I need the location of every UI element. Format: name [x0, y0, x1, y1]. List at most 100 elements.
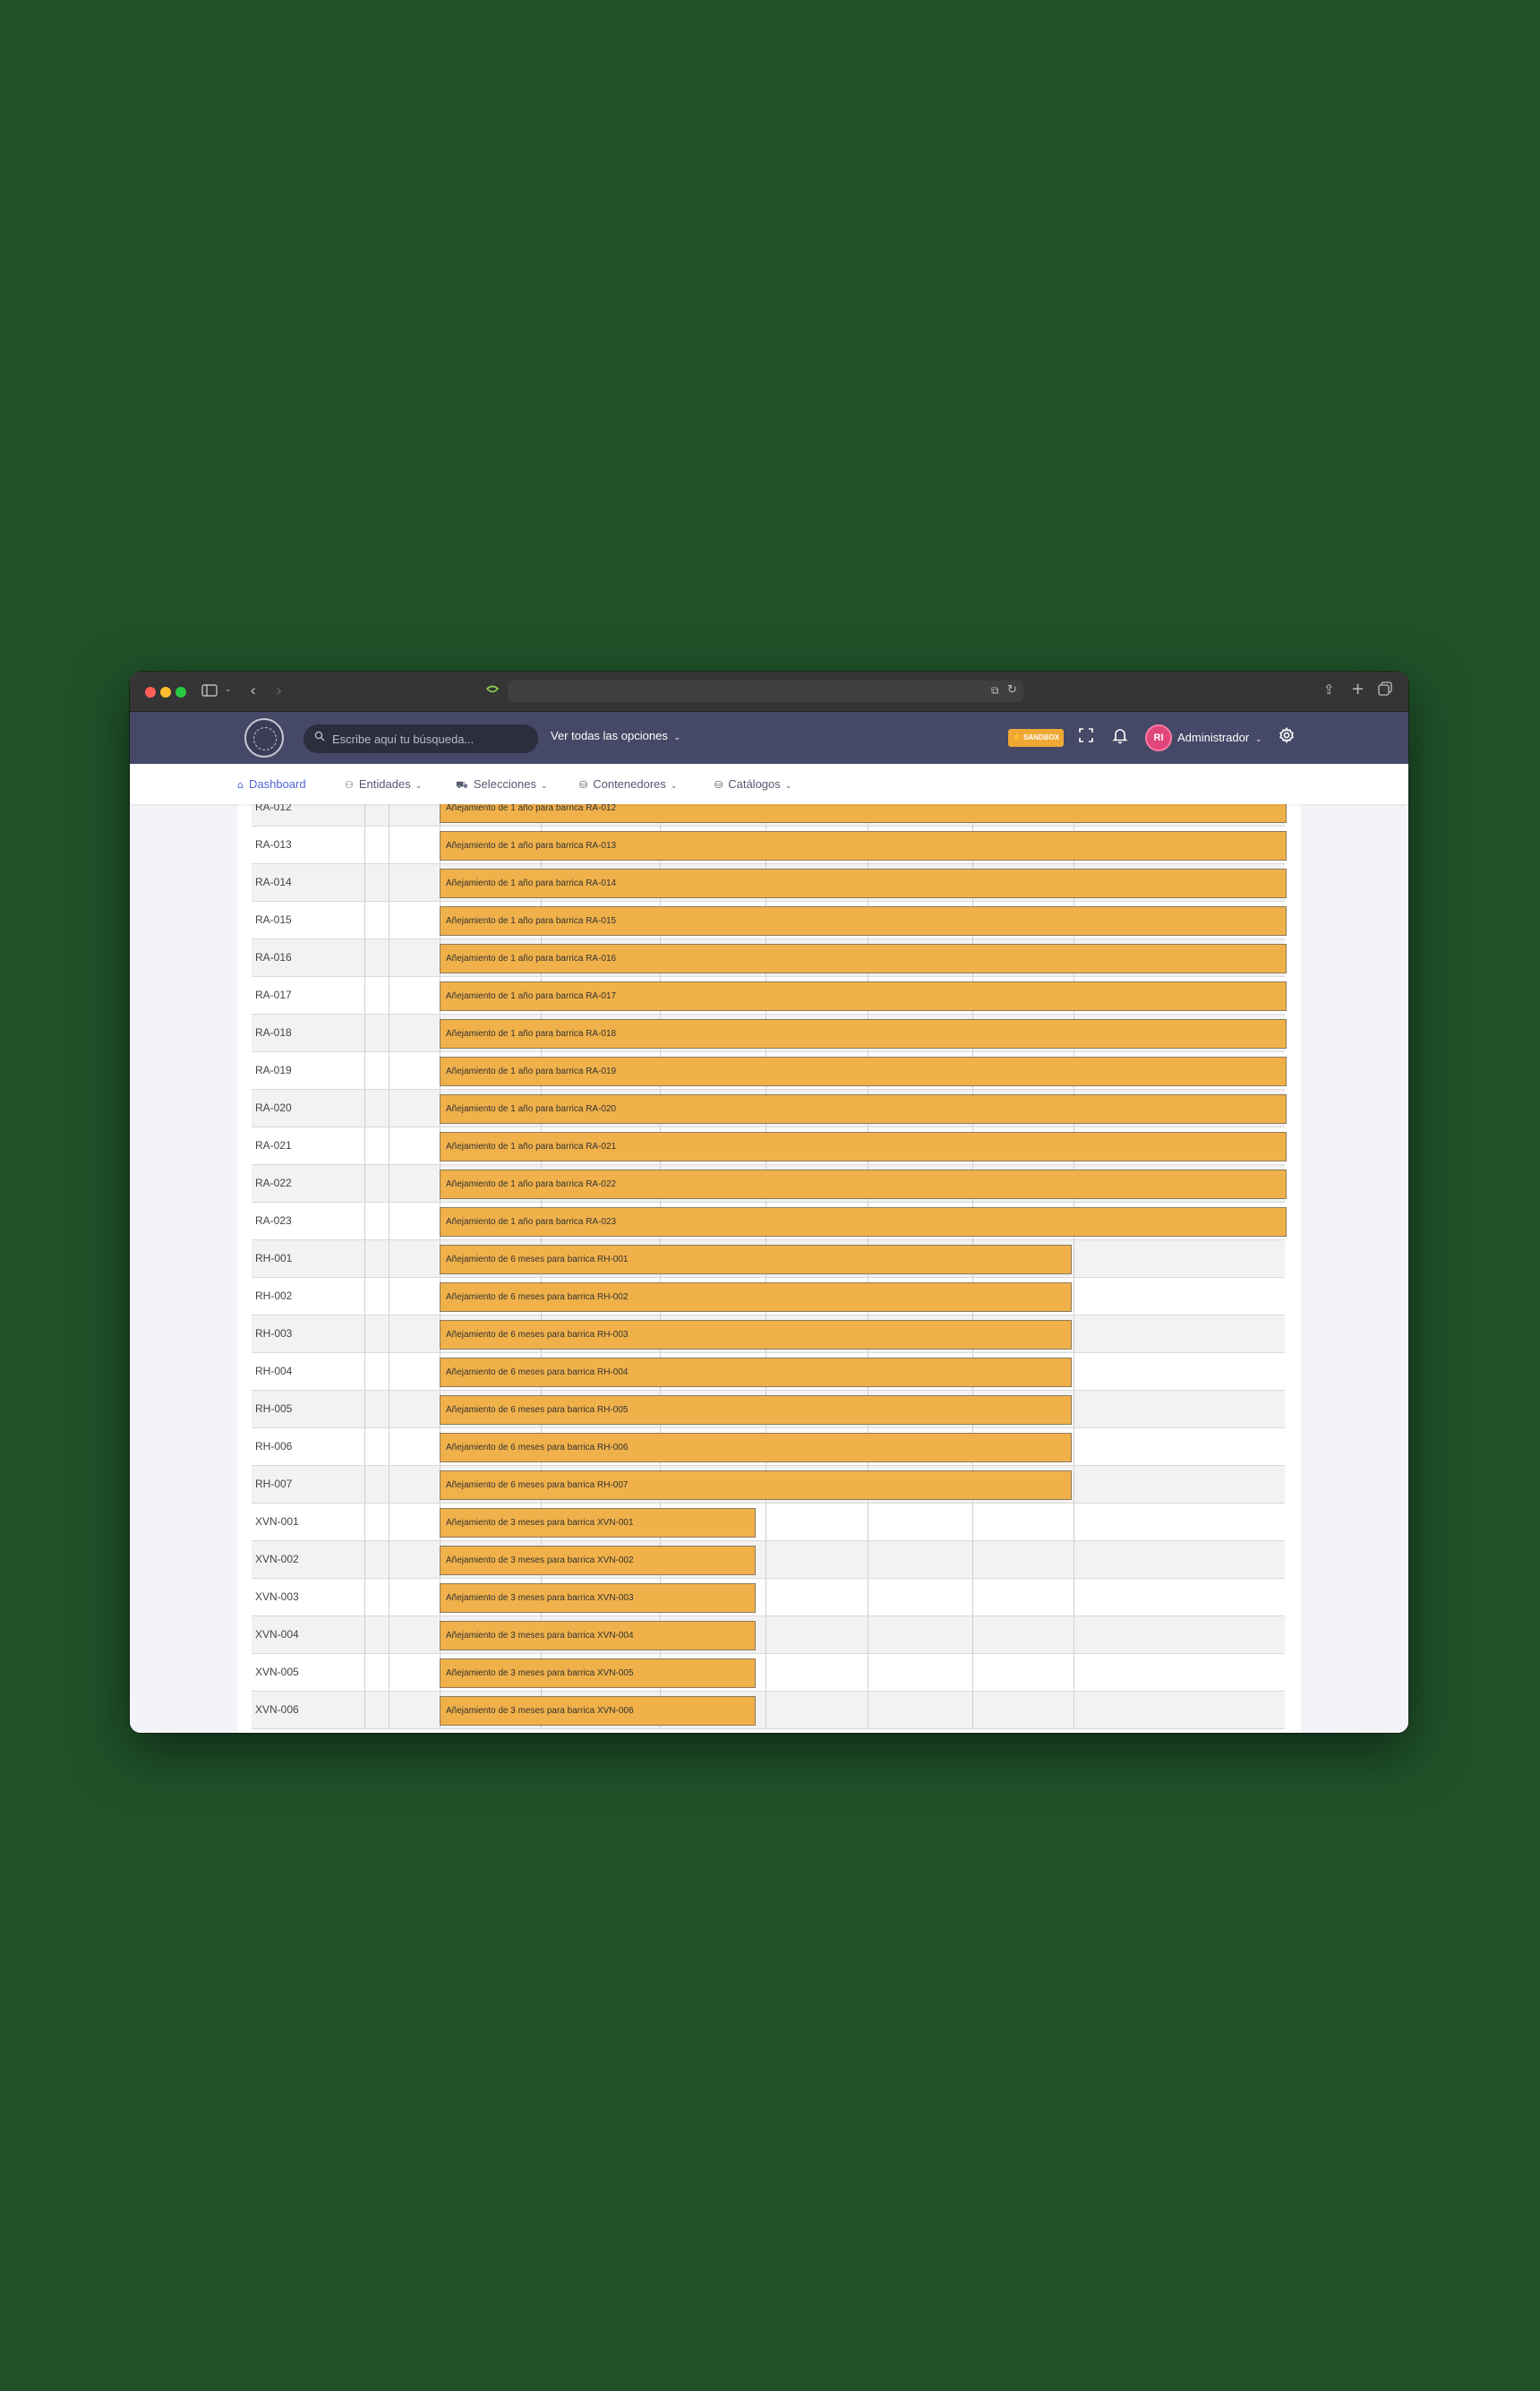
chevron-down-icon: ⌄	[415, 781, 423, 790]
translate-icon[interactable]: ⧉	[991, 684, 999, 697]
timeline-cell	[766, 1541, 868, 1578]
logo[interactable]	[244, 718, 284, 758]
timeline-cell	[389, 1127, 440, 1164]
timeline-cell	[868, 1504, 972, 1540]
timeline-cell	[364, 1203, 389, 1239]
nav-catalogos[interactable]: ⛁ Catálogos ⌄	[714, 777, 791, 791]
task-bar[interactable]: Añejamiento de 1 año para barrica RA-022	[440, 1170, 1287, 1199]
main-nav: ⌂ Dashboard ⚇ Entidades ⌄ ⛟ Selecciones ⌄ ⛁ Co…	[130, 764, 1408, 804]
row-label-text: XVN-004	[255, 1628, 299, 1641]
shield-icon	[485, 683, 500, 700]
nav-contenedores[interactable]: ⛁ Contenedores ⌄	[579, 777, 677, 791]
task-bar[interactable]: Añejamiento de 1 año para barrica RA-013	[440, 831, 1287, 861]
row-label: RA-021	[252, 1127, 364, 1164]
fullscreen-icon[interactable]	[1077, 726, 1099, 748]
row-label: XVN-004	[252, 1616, 364, 1653]
task-bar[interactable]: Añejamiento de 3 meses para barrica XVN-…	[440, 1696, 756, 1726]
avatar[interactable]: RI	[1145, 724, 1172, 751]
ver-todas-dropdown[interactable]: Ver todas las opciones ⌄	[551, 729, 680, 742]
gantt-row: XVN-004 Añejamiento de 3 meses para barri…	[252, 1616, 1285, 1654]
database-icon: ⛁	[714, 779, 723, 791]
task-bar[interactable]: Añejamiento de 1 año para barrica RA-018	[440, 1019, 1287, 1049]
close-window-button[interactable]	[145, 687, 156, 698]
row-label-text: RA-023	[255, 1214, 292, 1227]
gantt-row: RA-019 Añejamiento de 1 año para barrica …	[252, 1052, 1287, 1090]
row-label-text: XVN-001	[255, 1515, 299, 1528]
row-label-text: RH-005	[255, 1402, 293, 1415]
task-bar[interactable]: Añejamiento de 1 año para barrica RA-019	[440, 1057, 1287, 1086]
timeline-cell	[364, 1315, 389, 1352]
timeline-cell	[972, 1504, 1074, 1540]
task-bar[interactable]: Añejamiento de 3 meses para barrica XVN-…	[440, 1621, 756, 1650]
task-bar[interactable]: Añejamiento de 1 año para barrica RA-014	[440, 869, 1287, 898]
task-bar[interactable]: Añejamiento de 6 meses para barrica RH-0…	[440, 1320, 1072, 1350]
task-bar[interactable]: Añejamiento de 6 meses para barrica RH-0…	[440, 1245, 1072, 1274]
row-label-text: RA-018	[255, 1026, 292, 1039]
task-bar[interactable]: Añejamiento de 1 año para barrica RA-012	[440, 804, 1287, 823]
task-bar-label: Añejamiento de 1 año para barrica RA-018	[446, 1029, 617, 1039]
task-bar-label: Añejamiento de 1 año para barrica RA-021	[446, 1142, 617, 1152]
gantt-row: RA-015 Añejamiento de 1 año para barrica …	[252, 902, 1287, 939]
cart-icon: ⛟	[456, 779, 468, 791]
nav-entidades[interactable]: ⚇ Entidades ⌄	[345, 777, 422, 791]
task-bar[interactable]: Añejamiento de 1 año para barrica RA-015	[440, 906, 1287, 936]
timeline-cell	[364, 864, 389, 901]
address-bar[interactable]: ⧉ ↻	[508, 681, 1023, 702]
gantt-row: XVN-002 Añejamiento de 3 meses para barri…	[252, 1541, 1285, 1579]
forward-icon[interactable]: ›	[276, 681, 283, 700]
timeline-cell	[972, 1616, 1074, 1653]
task-bar-label: Añejamiento de 1 año para barrica RA-014	[446, 878, 617, 888]
share-icon[interactable]: ⇪	[1323, 681, 1335, 698]
row-label: RA-015	[252, 902, 364, 938]
task-bar[interactable]: Añejamiento de 6 meses para barrica RH-0…	[440, 1433, 1072, 1462]
task-bar[interactable]: Añejamiento de 6 meses para barrica RH-0…	[440, 1282, 1072, 1312]
search-input[interactable]	[332, 724, 529, 753]
task-bar-label: Añejamiento de 6 meses para barrica RH-0…	[446, 1367, 629, 1377]
row-label: RA-012	[252, 804, 364, 826]
minimize-window-button[interactable]	[160, 687, 171, 698]
timeline-cell	[766, 1504, 868, 1540]
timeline-cell	[1074, 1692, 1285, 1728]
task-bar-label: Añejamiento de 3 meses para barrica XVN-…	[446, 1518, 634, 1528]
timeline-cell	[364, 1616, 389, 1653]
task-bar[interactable]: Añejamiento de 3 meses para barrica XVN-…	[440, 1658, 756, 1688]
task-bar[interactable]: Añejamiento de 6 meses para barrica RH-0…	[440, 1470, 1072, 1500]
zoom-window-button[interactable]	[175, 687, 186, 698]
row-label-text: XVN-006	[255, 1703, 299, 1716]
user-menu[interactable]: Administrador ⌄	[1177, 731, 1262, 744]
timeline-cell	[389, 1015, 440, 1051]
task-bar[interactable]: Añejamiento de 3 meses para barrica XVN-…	[440, 1583, 756, 1613]
task-bar-label: Añejamiento de 1 año para barrica RA-015	[446, 916, 617, 926]
tab-overview-icon[interactable]	[1378, 681, 1392, 699]
new-tab-icon[interactable]: +	[1351, 680, 1365, 698]
timeline-cell	[364, 1541, 389, 1578]
chevron-down-icon[interactable]: ⌄	[225, 685, 232, 694]
task-bar[interactable]: Añejamiento de 3 meses para barrica XVN-…	[440, 1546, 756, 1575]
task-bar[interactable]: Añejamiento de 1 año para barrica RA-023	[440, 1207, 1287, 1237]
back-icon[interactable]: ‹	[250, 681, 257, 700]
task-bar[interactable]: Añejamiento de 1 año para barrica RA-020	[440, 1094, 1287, 1124]
task-bar-label: Añejamiento de 6 meses para barrica RH-0…	[446, 1292, 629, 1302]
task-bar[interactable]: Añejamiento de 6 meses para barrica RH-0…	[440, 1358, 1072, 1387]
task-bar[interactable]: Añejamiento de 6 meses para barrica RH-0…	[440, 1395, 1072, 1425]
task-bar[interactable]: Añejamiento de 1 año para barrica RA-016	[440, 944, 1287, 973]
gantt-row: RH-007 Añejamiento de 6 meses para barric…	[252, 1466, 1285, 1504]
nav-selecciones[interactable]: ⛟ Selecciones ⌄	[456, 777, 548, 793]
timeline-cell	[868, 1541, 972, 1578]
gear-icon[interactable]	[1278, 726, 1299, 748]
nav-selecciones-label: Selecciones	[473, 777, 536, 791]
reload-icon[interactable]: ↻	[1007, 683, 1017, 697]
nav-dashboard[interactable]: ⌂ Dashboard	[237, 777, 306, 791]
sidebar-toggle-icon[interactable]	[201, 683, 218, 701]
task-bar[interactable]: Añejamiento de 3 meses para barrica XVN-…	[440, 1508, 756, 1538]
task-bar[interactable]: Añejamiento de 1 año para barrica RA-021	[440, 1132, 1287, 1161]
row-label-text: RH-006	[255, 1440, 293, 1453]
task-bar-label: Añejamiento de 1 año para barrica RA-022	[446, 1179, 617, 1189]
timeline-cell	[389, 977, 440, 1014]
search-box[interactable]	[304, 724, 538, 753]
timeline-cell	[364, 1090, 389, 1127]
timeline-cell	[389, 827, 440, 863]
bell-icon[interactable]	[1111, 726, 1133, 748]
timeline-cell	[868, 1616, 972, 1653]
task-bar[interactable]: Añejamiento de 1 año para barrica RA-017	[440, 981, 1287, 1011]
